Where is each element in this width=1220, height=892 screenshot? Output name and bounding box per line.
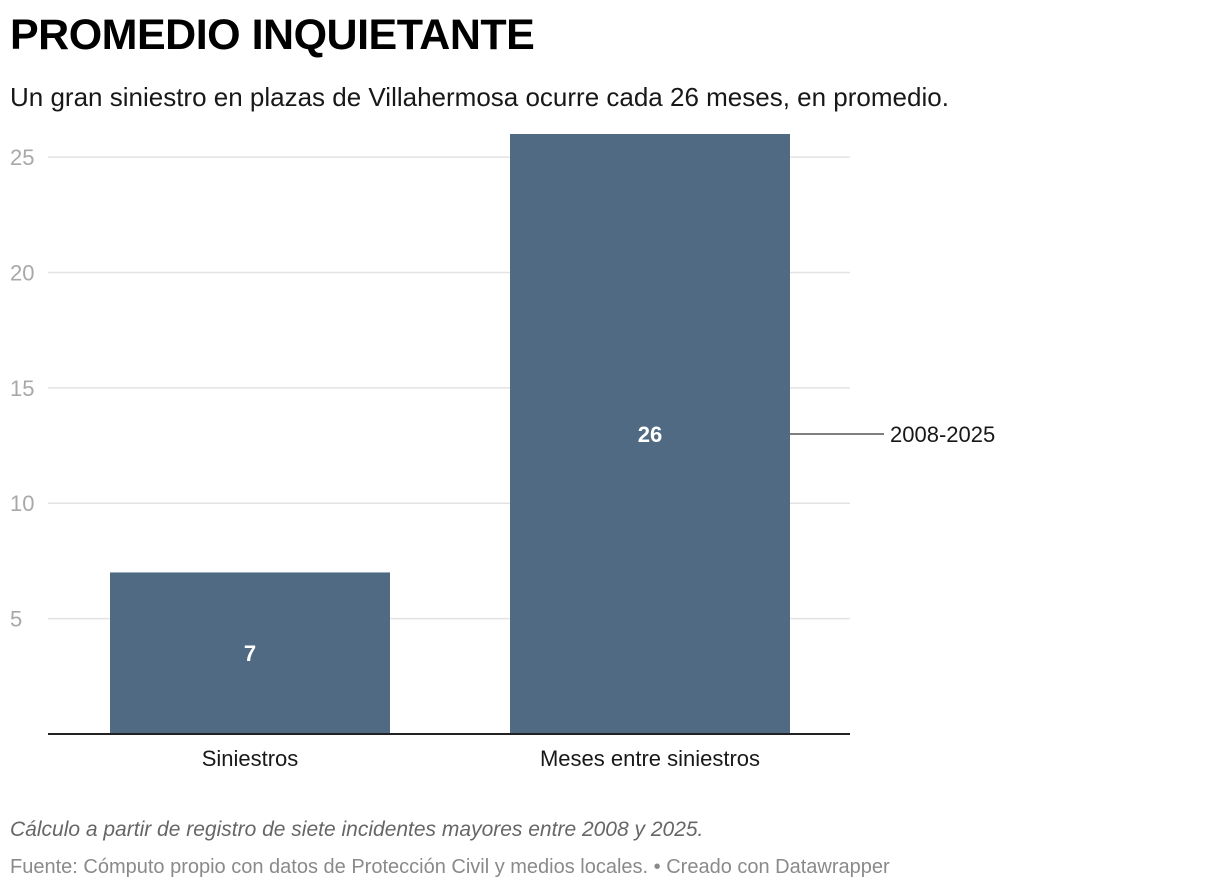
- bar-value-label: 26: [638, 422, 662, 447]
- y-tick-label: 25: [10, 145, 34, 170]
- bar-1: [110, 572, 390, 734]
- y-tick-label: 15: [10, 376, 34, 401]
- x-category-label: Siniestros: [202, 746, 299, 771]
- bar-chart: 5 10 15 20 25 7 26 Siniestros Meses entre sini…: [10, 134, 995, 771]
- bar-labels: 7 26: [244, 422, 662, 666]
- bar-2: [510, 134, 790, 734]
- x-category-label: Meses entre siniestros: [540, 746, 760, 771]
- y-tick-label: 20: [10, 260, 34, 285]
- y-tick-label: 5: [10, 607, 22, 632]
- x-axis-categories: Siniestros Meses entre siniestros: [202, 746, 760, 771]
- annotations: 2008-2025: [790, 422, 995, 447]
- chart-subtitle: Un gran siniestro en plazas de Villaherm…: [10, 82, 949, 112]
- chart-title: PROMEDIO INQUIETANTE: [10, 11, 535, 59]
- y-tick-label: 10: [10, 491, 34, 516]
- chart-source: Fuente: Cómputo propio con datos de Prot…: [10, 856, 890, 878]
- annotation-label: 2008-2025: [890, 422, 995, 447]
- chart-note: Cálculo a partir de registro de siete in…: [10, 818, 704, 841]
- bars: [110, 134, 790, 734]
- y-axis-ticks: 5 10 15 20 25: [10, 145, 34, 632]
- bar-value-label: 7: [244, 641, 256, 666]
